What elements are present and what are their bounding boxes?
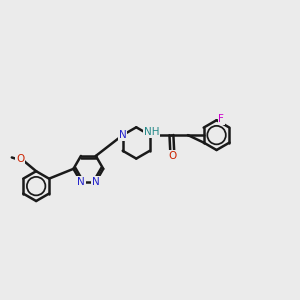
Text: O: O	[16, 154, 25, 164]
Text: N: N	[92, 177, 100, 187]
Text: N: N	[119, 130, 127, 140]
Text: N: N	[77, 177, 85, 187]
Text: O: O	[168, 151, 176, 161]
Text: NH: NH	[144, 128, 160, 137]
Text: F: F	[218, 114, 224, 124]
